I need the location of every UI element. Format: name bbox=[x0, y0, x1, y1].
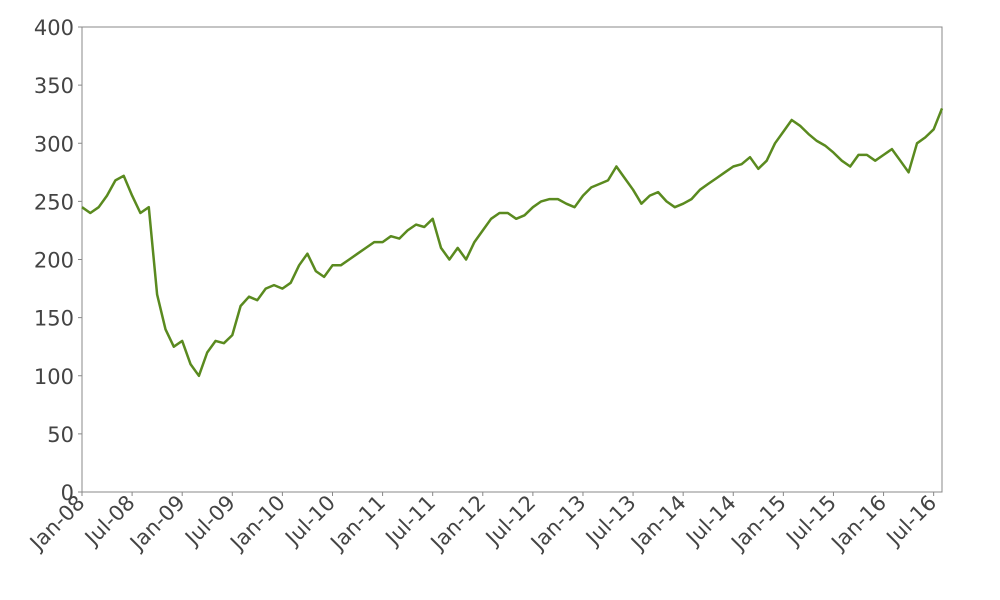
x-tick-label: Jan-15 bbox=[725, 491, 791, 557]
y-tick-label: 300 bbox=[34, 132, 74, 156]
y-tick-label: 100 bbox=[34, 365, 74, 389]
x-tick-label: Jan-14 bbox=[625, 491, 691, 557]
x-tick-label: Jul-16 bbox=[881, 491, 942, 552]
y-tick-label: 400 bbox=[34, 16, 74, 40]
x-tick-label: Jan-08 bbox=[24, 491, 90, 557]
x-tick-label: Jan-11 bbox=[325, 491, 391, 557]
y-tick-label: 50 bbox=[47, 423, 74, 447]
y-tick-label: 250 bbox=[34, 190, 74, 214]
line bbox=[81, 107, 944, 378]
y-tick-label: 0 bbox=[61, 481, 74, 505]
x-tick-label: Jan-09 bbox=[124, 491, 190, 557]
x-tick-label: Jan-16 bbox=[826, 491, 892, 557]
x-tick-label: Jan-10 bbox=[224, 491, 290, 557]
x-tick-label: Jan-13 bbox=[525, 491, 591, 557]
y-tick-label: 200 bbox=[34, 249, 74, 273]
y-tick-label: 350 bbox=[34, 74, 74, 98]
y-tick-label: 150 bbox=[34, 307, 74, 331]
plot-frame bbox=[81, 26, 943, 493]
x-tick-label: Jan-12 bbox=[425, 491, 491, 557]
